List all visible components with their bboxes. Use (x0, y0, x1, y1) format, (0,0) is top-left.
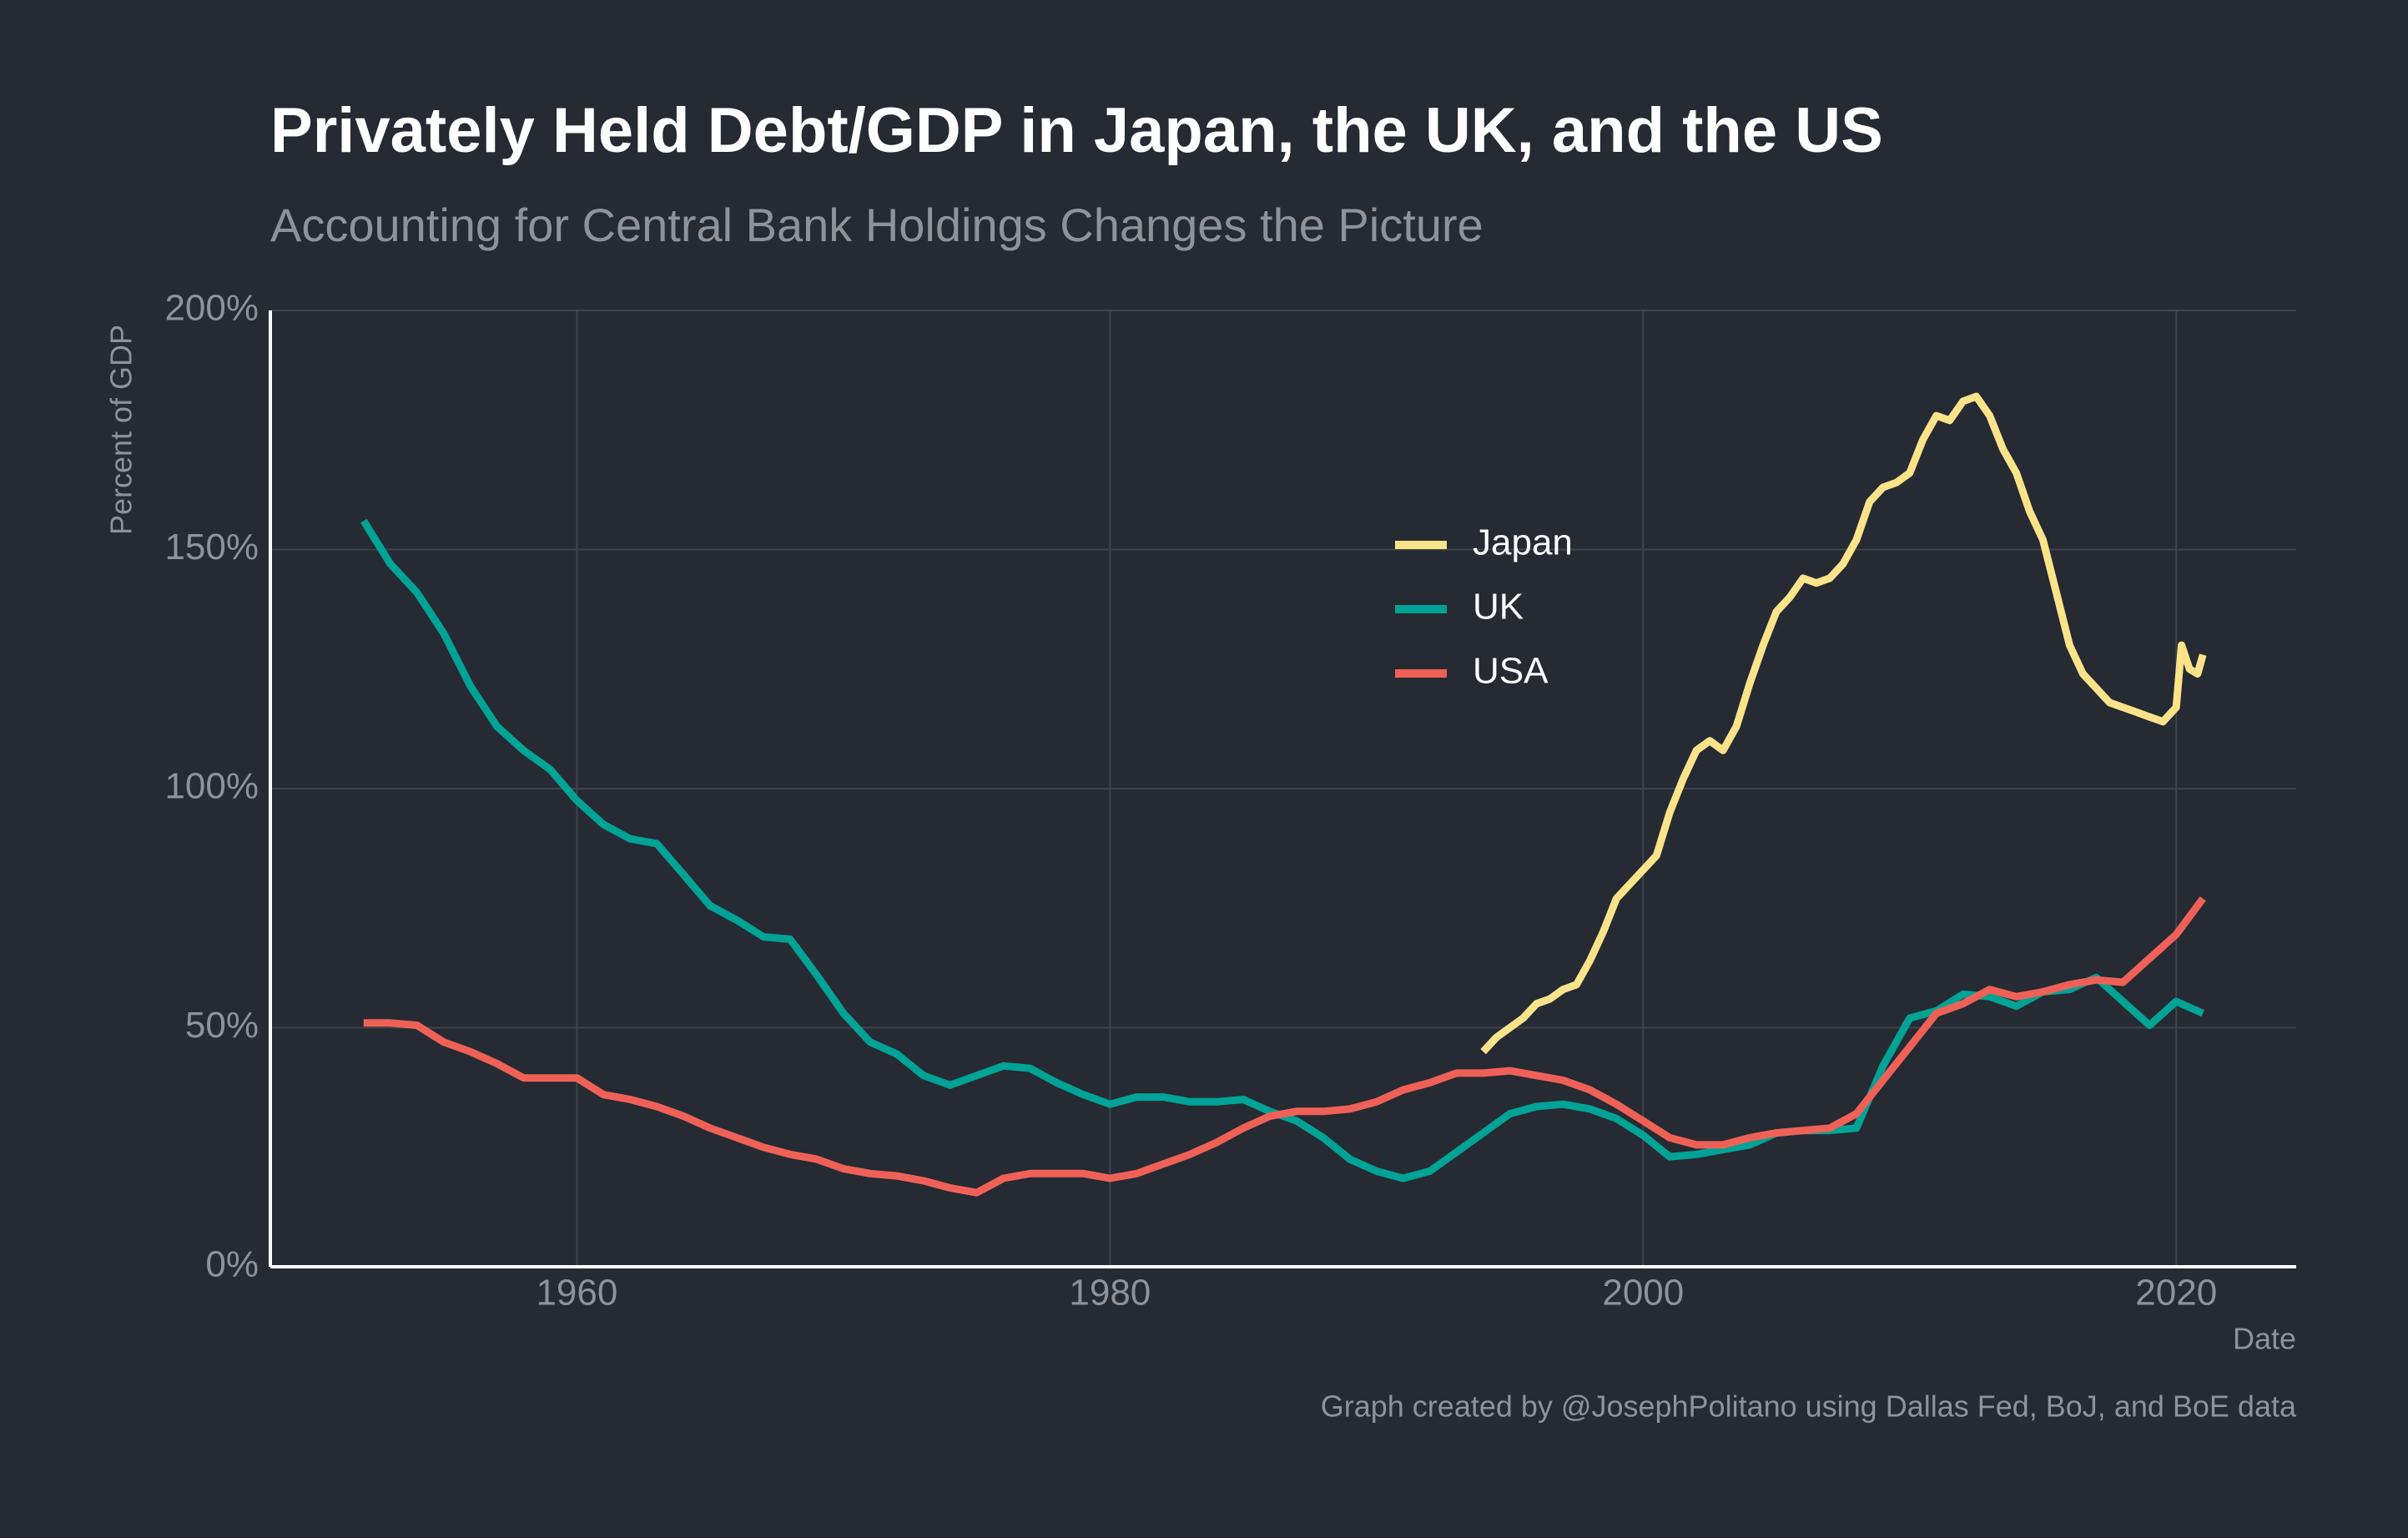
y-tick-label: 150% (164, 527, 259, 567)
y-tick-label: 0% (205, 1244, 259, 1285)
legend-label: UK (1473, 587, 1524, 628)
x-tick-label: 2020 (2135, 1273, 2217, 1314)
y-tick-label: 100% (164, 766, 259, 807)
x-tick-label: 1980 (1069, 1273, 1151, 1314)
y-tick-label: 200% (164, 288, 259, 329)
y-axis-label: Percent of GDP (104, 325, 139, 535)
x-tick-label: 1960 (536, 1273, 617, 1314)
chart-title: Privately Held Debt/GDP in Japan, the UK… (270, 95, 1883, 166)
legend-label: Japan (1473, 522, 1573, 563)
caption: Graph created by @JosephPolitano using D… (1321, 1389, 2297, 1424)
chart-subtitle: Accounting for Central Bank Holdings Cha… (270, 199, 1484, 251)
series-line (1480, 392, 2207, 1055)
y-tick-label: 50% (185, 1005, 259, 1046)
series-line (363, 896, 2206, 1197)
x-axis-label: Date (2233, 1322, 2296, 1356)
x-tick-label: 2000 (1602, 1273, 1684, 1314)
legend-label: USA (1473, 651, 1549, 692)
